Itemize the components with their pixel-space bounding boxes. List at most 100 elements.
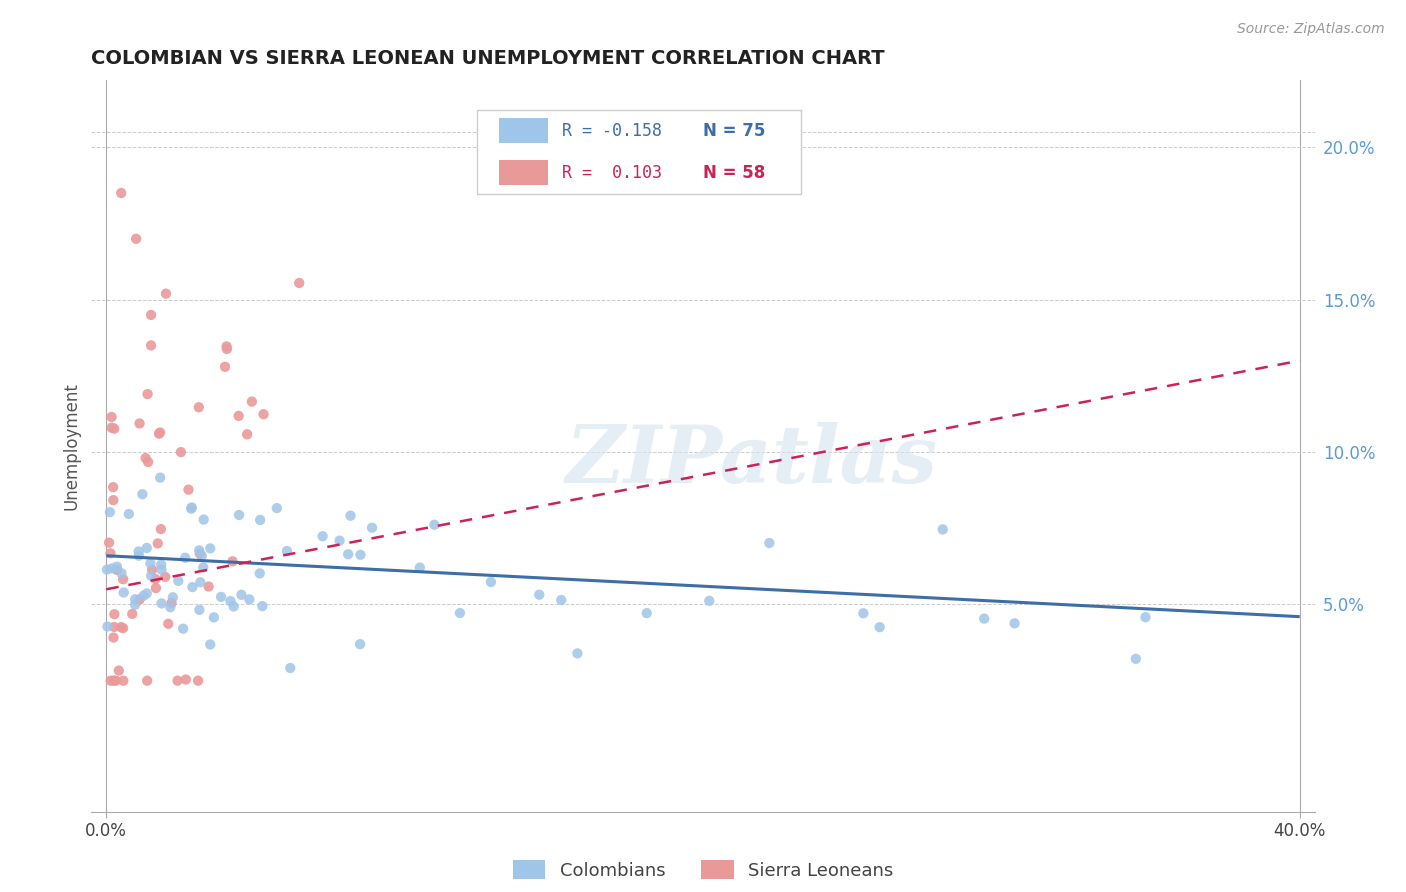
Point [187, 401, 209, 415]
FancyBboxPatch shape [477, 110, 801, 194]
Point [187, 673, 209, 688]
Point [221, 554, 243, 568]
Point [180, 501, 202, 516]
Point [200, 541, 222, 556]
Point [188, 603, 211, 617]
Point [104, 673, 127, 688]
Point [103, 620, 125, 634]
Point [278, 661, 301, 675]
Point [112, 621, 135, 635]
Point [132, 589, 155, 603]
Point [288, 276, 311, 290]
Point [249, 513, 271, 527]
Point [146, 536, 169, 550]
Point [139, 568, 162, 582]
Point [200, 638, 222, 652]
Point [100, 546, 122, 560]
Point [423, 517, 446, 532]
Point [209, 590, 232, 604]
Point [240, 394, 263, 409]
Point [197, 580, 219, 594]
Point [157, 616, 180, 631]
Point [931, 523, 953, 537]
Point [180, 500, 202, 515]
Point [276, 544, 298, 558]
Point [149, 470, 172, 484]
Point [148, 426, 170, 441]
Point [177, 483, 200, 497]
Point [145, 581, 167, 595]
Text: COLOMBIAN VS SIERRA LEONEAN UNEMPLOYMENT CORRELATION CHART: COLOMBIAN VS SIERRA LEONEAN UNEMPLOYMENT… [91, 48, 884, 68]
Point [231, 588, 253, 602]
Point [202, 610, 225, 624]
Point [112, 572, 135, 586]
Point [329, 533, 352, 548]
Point [449, 606, 471, 620]
Bar [499, 160, 548, 186]
Point [150, 596, 173, 610]
Point [219, 594, 242, 608]
Point [228, 409, 250, 423]
Point [567, 646, 589, 660]
Point [103, 607, 125, 622]
Point [339, 508, 361, 523]
Point [1135, 610, 1157, 624]
Point [103, 673, 125, 688]
Point [758, 536, 780, 550]
Point [311, 529, 333, 543]
Point [150, 558, 173, 572]
Text: R =  0.103: R = 0.103 [562, 163, 662, 182]
Point [100, 409, 122, 424]
Point [145, 572, 167, 586]
Point [852, 606, 875, 620]
Point [697, 594, 720, 608]
Point [125, 232, 148, 246]
Point [135, 451, 157, 466]
Point [110, 566, 132, 581]
Point [101, 480, 124, 494]
Point [98, 535, 121, 549]
Point [108, 664, 131, 678]
Point [139, 557, 162, 571]
Point [1004, 616, 1026, 631]
Point [191, 549, 214, 563]
Point [100, 673, 122, 688]
Point [136, 455, 159, 469]
Point [215, 342, 238, 356]
Point [149, 522, 172, 536]
Point [228, 508, 250, 522]
Point [131, 487, 153, 501]
Point [409, 560, 432, 574]
Point [139, 338, 162, 352]
Point [337, 547, 360, 561]
Legend: Colombians, Sierra Leoneans: Colombians, Sierra Leoneans [505, 853, 901, 887]
Point [124, 598, 146, 612]
Point [103, 422, 125, 436]
Point [124, 592, 146, 607]
Point [869, 620, 891, 634]
Point [236, 427, 259, 442]
Text: N = 58: N = 58 [703, 163, 765, 182]
Point [159, 600, 181, 615]
Point [155, 286, 177, 301]
Point [174, 550, 197, 565]
Point [100, 421, 122, 435]
Point [361, 521, 384, 535]
Point [136, 387, 159, 401]
Point [128, 417, 150, 431]
Point [174, 673, 197, 687]
Point [167, 574, 190, 588]
Point [252, 599, 274, 613]
Point [162, 591, 184, 605]
Point [160, 596, 183, 610]
Point [349, 637, 371, 651]
Point [193, 560, 215, 574]
Point [128, 592, 150, 607]
Bar [499, 118, 548, 144]
Point [153, 570, 176, 584]
Point [121, 607, 143, 621]
Point [112, 585, 135, 599]
Point [139, 308, 162, 322]
Point [128, 549, 150, 563]
Point [636, 606, 658, 620]
